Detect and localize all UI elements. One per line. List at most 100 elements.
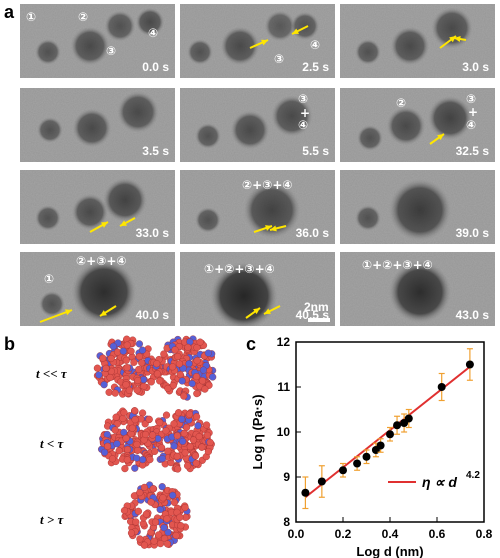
timestamp-label: 39.0 s — [455, 226, 489, 240]
regime-label-2: t < τ — [40, 436, 64, 451]
timestamp-label: 5.5 s — [302, 144, 329, 158]
micrograph-tile: ①+②+③+④ 43.0 s — [340, 252, 495, 326]
y-tick-label: 10 — [277, 425, 291, 439]
micrograph-tile: 39.0 s — [340, 170, 495, 244]
timestamp-label: 36.0 s — [295, 226, 329, 240]
micrograph-tile: ① ② ③ ④ 0.0 s — [20, 4, 175, 78]
particle-label: ③ — [274, 52, 285, 66]
nanoparticle — [195, 123, 221, 149]
x-tick-label: 0.6 — [429, 527, 446, 541]
nanoparticle — [187, 39, 213, 65]
data-point — [339, 466, 347, 475]
data-point — [393, 421, 402, 430]
y-tick-label: 12 — [277, 335, 291, 349]
nanoparticle — [104, 10, 136, 42]
timestamp-label: 3.0 s — [462, 60, 489, 74]
nanoparticle — [37, 117, 63, 143]
nanoparticle — [386, 106, 426, 146]
nanoparticle — [390, 26, 430, 66]
nanoparticle — [355, 39, 381, 65]
viscosity-chart: 0.0 0.2 0.4 0.6 0.8 8 9 10 11 12 Log d (nm) Log η (… — [250, 335, 493, 558]
particle-label: ③ — [106, 44, 117, 58]
nanoparticle — [243, 181, 301, 239]
panel-c-letter: c — [246, 334, 257, 354]
particle-label: + — [300, 106, 311, 120]
particle-label: ④ — [148, 26, 159, 40]
particle-label: + — [468, 105, 479, 119]
regime-label-3: t > τ — [40, 512, 64, 527]
nanoparticle — [388, 178, 452, 242]
data-point — [317, 477, 326, 486]
micrograph-tile: ② ③ + ④ 32.5 s — [340, 88, 495, 162]
data-point — [353, 459, 362, 468]
nanoparticle — [357, 125, 383, 151]
particle-label: ② — [396, 96, 407, 110]
scale-bar — [308, 318, 330, 322]
particle-label: ④ — [466, 118, 477, 132]
nanoparticle — [431, 7, 473, 49]
particle-label: ①+②+③+④ — [204, 262, 275, 276]
timestamp-label: 40.0 s — [135, 308, 169, 322]
y-tick-label: 8 — [283, 515, 290, 529]
timestamp-label: 33.0 s — [135, 226, 169, 240]
micrograph-tile: ① ②+③+④ 40.0 s — [20, 252, 175, 326]
nanoparticle — [70, 26, 110, 66]
data-point — [404, 414, 413, 423]
particle-label: ② — [78, 10, 89, 24]
nanoparticle — [72, 108, 112, 148]
nanoparticle — [271, 95, 313, 137]
scale-bar-label: 2nm — [304, 300, 329, 314]
legend-label: η ∝ d — [422, 474, 457, 490]
timestamp-label: 0.0 s — [142, 60, 169, 74]
nanoparticle — [427, 95, 473, 141]
x-axis-label: Log d (nm) — [356, 544, 423, 558]
y-axis-label: Log η (Pa·s) — [250, 394, 265, 469]
particle-label: ① — [26, 10, 37, 24]
nanoparticle — [220, 26, 260, 66]
data-point — [465, 360, 474, 369]
nanoparticle — [35, 39, 61, 65]
nanoparticle — [195, 207, 221, 233]
particle-label: ④ — [310, 38, 321, 52]
particle-label: ②+③+④ — [242, 178, 293, 192]
nanoparticle-models — [93, 335, 217, 549]
regime-label-1: t << τ — [36, 366, 67, 381]
panel-a-letter: a — [4, 2, 15, 22]
micrograph-tile: 33.0 s — [20, 170, 175, 244]
legend-exponent: 4.2 — [466, 470, 480, 481]
timestamp-label: 43.0 s — [455, 308, 489, 322]
timestamp-label: 3.5 s — [142, 144, 169, 158]
x-tick-label: 0.0 — [288, 527, 305, 541]
nanoparticle — [35, 205, 61, 231]
micrograph-tile: 3.0 s — [340, 4, 495, 78]
y-tick-label: 9 — [283, 470, 290, 484]
particle-label: ②+③+④ — [76, 254, 127, 268]
x-tick-label: 0.2 — [335, 527, 352, 541]
nanoparticle — [102, 177, 148, 223]
micrograph-tile: ①+②+③+④ 40.5 s 2nm — [180, 252, 335, 326]
nanoparticle — [230, 110, 270, 150]
data-point — [362, 452, 371, 461]
nanoparticle — [39, 291, 65, 317]
nanoparticle — [71, 259, 137, 325]
panel-b-letter: b — [4, 334, 15, 354]
nanoparticle — [355, 205, 381, 231]
data-point — [386, 430, 394, 439]
y-tick-label: 11 — [277, 380, 290, 394]
data-point — [437, 383, 446, 391]
nanoparticle — [290, 11, 320, 41]
x-tick-label: 0.8 — [476, 527, 493, 541]
particle-label: ③ — [298, 92, 309, 106]
data-point — [376, 441, 385, 450]
nanoparticle — [264, 10, 296, 42]
particle-label: ① — [44, 272, 55, 286]
particle-label: ④ — [298, 118, 309, 132]
nanoparticle — [71, 193, 109, 231]
micrograph-tile: 3.5 s — [20, 88, 175, 162]
particle-label: ①+②+③+④ — [362, 258, 433, 272]
x-tick-label: 0.4 — [382, 527, 399, 541]
timestamp-label: 2.5 s — [302, 60, 329, 74]
nanoparticle — [388, 260, 452, 324]
nanoparticle — [210, 262, 278, 326]
micrograph-tile: ②+③+④ 36.0 s — [180, 170, 335, 244]
